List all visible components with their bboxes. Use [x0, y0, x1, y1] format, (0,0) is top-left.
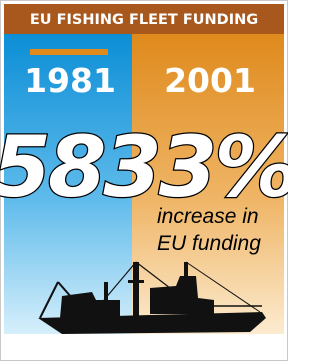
caption-line: EU funding: [157, 232, 261, 255]
headline: 5833%: [0, 118, 288, 216]
infographic: EU FISHING FLEET FUNDING 1981 2001 5833%…: [0, 0, 288, 361]
page: {"header": {"title": "EU FISHING FLEET F…: [0, 0, 288, 361]
header-title: EU FISHING FLEET FUNDING: [30, 12, 258, 28]
accent-bar: [30, 49, 108, 55]
caption-line: increase in: [157, 205, 259, 228]
year-start: 1981: [24, 61, 116, 100]
year-end: 2001: [164, 61, 256, 100]
